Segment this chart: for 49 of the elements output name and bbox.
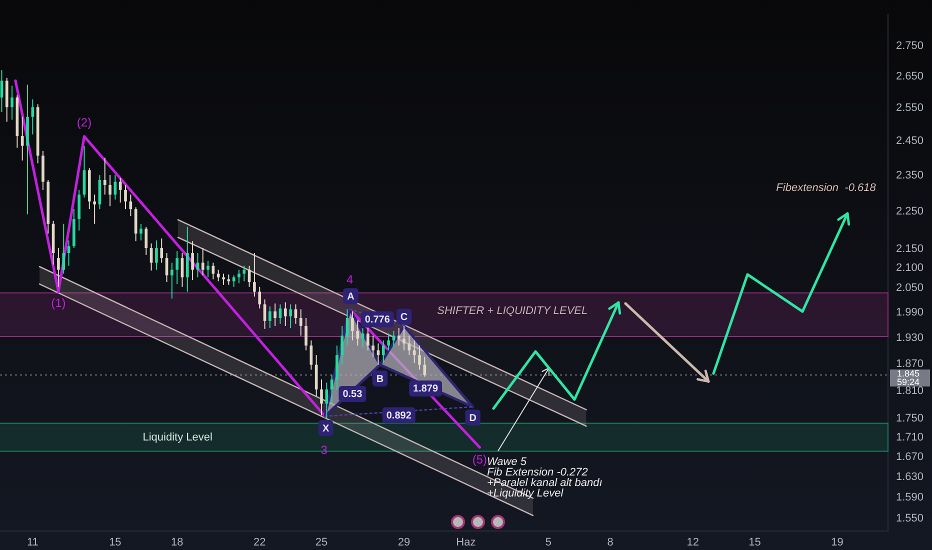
- x-tick-label: Haz: [456, 536, 476, 549]
- y-tick-label: 2.100: [896, 262, 924, 274]
- x-tick-label: 25: [315, 536, 328, 549]
- x-tick-label: 29: [398, 536, 410, 549]
- y-tick-label: 1.930: [896, 332, 924, 344]
- x-tick-label: 8: [607, 536, 614, 549]
- x-tick-label: 12: [686, 536, 699, 549]
- y-tick-label: 1.670: [896, 451, 924, 464]
- annotation: A: [347, 291, 354, 302]
- annotation: D: [469, 412, 476, 424]
- y-tick-label: 2.350: [896, 169, 924, 182]
- band-label: SHIFTER + LIQUIDITY LEVEL: [437, 304, 588, 317]
- y-tick-label: 2.450: [896, 135, 924, 148]
- y-tick-label: 1.550: [896, 512, 924, 525]
- annotation: (1): [51, 296, 66, 310]
- y-tick-label: 2.050: [896, 282, 924, 294]
- y-tick-label: 2.250: [896, 205, 924, 218]
- y-tick-label: 2.650: [896, 70, 924, 82]
- annotation: (2): [76, 116, 92, 130]
- y-tick-label: 2.150: [896, 242, 924, 255]
- y-tick-label: 1.810: [896, 384, 924, 397]
- x-tick-label: 11: [26, 536, 38, 549]
- annotation: 1.879: [413, 384, 438, 395]
- x-tick-label: 19: [831, 536, 844, 549]
- ref-line-label: 1.845 59:24: [897, 368, 920, 387]
- y-tick-label: 1.990: [896, 306, 924, 319]
- annotation: B: [376, 374, 384, 385]
- annotation: 0.892: [386, 410, 412, 422]
- y-tick-label: 2.750: [896, 40, 924, 52]
- y-tick-label: 1.710: [896, 432, 924, 444]
- annotation: 4: [346, 272, 354, 287]
- y-tick-label: 1.870: [896, 358, 924, 370]
- annotation: 0.53: [342, 389, 363, 400]
- annotation: C: [400, 312, 408, 323]
- annotation: 0.776: [364, 314, 390, 326]
- x-tick-label: 18: [170, 536, 184, 549]
- x-tick-label: 15: [748, 536, 761, 549]
- x-tick-label: 15: [109, 536, 122, 549]
- annotation: (5): [472, 452, 488, 467]
- band-label: Liquidity Level: [142, 431, 212, 444]
- y-tick-label: 1.630: [896, 471, 924, 484]
- annotation: X: [322, 423, 330, 434]
- x-tick-label: 5: [545, 536, 552, 549]
- x-tick-label: 22: [253, 536, 266, 549]
- annotation: Fibextension -0.618: [776, 182, 877, 194]
- annotation: 3: [320, 443, 328, 458]
- y-tick-label: 1.590: [896, 492, 924, 504]
- y-tick-label: 1.750: [896, 412, 924, 425]
- y-tick-label: 2.550: [896, 102, 924, 114]
